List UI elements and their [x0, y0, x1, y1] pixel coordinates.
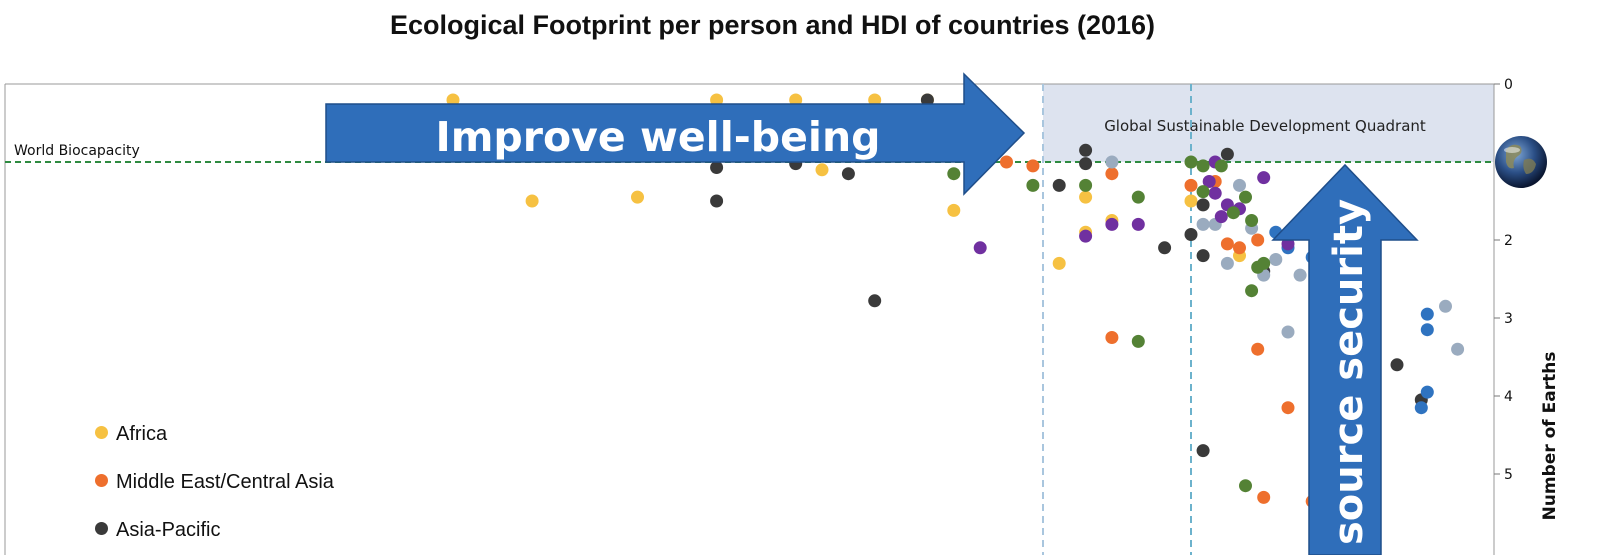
data-point-other-15 [1239, 479, 1252, 493]
data-point-europe-11 [1451, 342, 1465, 356]
data-point-other-10 [1245, 214, 1259, 227]
right-axis-tick-label-0: 0 [1504, 77, 1513, 93]
data-point-asia-pacific-5 [868, 294, 882, 308]
sustainable-quadrant [1043, 84, 1494, 162]
right-axis-tick-label-4: 4 [1504, 389, 1513, 405]
data-point-other-13 [1245, 284, 1259, 298]
data-point-europe-4 [1233, 178, 1246, 192]
data-point-middle-east-central-asia-9 [1251, 342, 1265, 356]
data-point-other-14 [1131, 334, 1145, 348]
data-point-africa-14 [1079, 190, 1093, 204]
data-point-eu-5 [1202, 175, 1216, 188]
data-point-asia-pacific-12 [1196, 198, 1210, 212]
data-point-africa-9 [815, 163, 829, 177]
data-point-middle-east-central-asia-2 [1105, 167, 1119, 181]
data-point-other-2 [1079, 178, 1093, 192]
data-point-eu-2 [1105, 217, 1119, 231]
resource-security-text: source security [1326, 199, 1372, 545]
data-point-eu-6 [1208, 186, 1222, 200]
data-point-asia-pacific-11 [1184, 228, 1198, 241]
data-point-other-4 [1184, 155, 1198, 169]
data-point-middle-east-central-asia-1 [1026, 159, 1040, 173]
right-axis-label: Number of Earths [1540, 352, 1560, 521]
data-point-europe-0 [1105, 155, 1119, 169]
chart-title: Ecological Footprint per person and HDI … [389, 10, 1156, 40]
data-point-middle-east-central-asia-6 [1233, 241, 1246, 255]
data-point-asia-pacific-2 [710, 194, 724, 208]
data-point-north-america-and-latin-america-15 [1420, 385, 1434, 399]
data-point-middle-east-central-asia-7 [1251, 233, 1265, 247]
data-point-asia-pacific-9 [1079, 157, 1093, 171]
data-point-asia-pacific-14 [1220, 147, 1234, 161]
legend-label-africa: Africa [116, 423, 168, 446]
data-point-europe-9 [1293, 268, 1307, 282]
data-point-eu-10 [1257, 171, 1271, 185]
data-point-other-6 [1196, 185, 1210, 199]
legend-label-middle-east: Middle East/Central Asia [116, 471, 334, 494]
data-point-middle-east-central-asia-5 [1220, 237, 1234, 251]
legend-dot-africa [95, 426, 108, 440]
legend-dot-middle-east [95, 474, 108, 488]
data-point-asia-pacific-7 [1052, 178, 1066, 192]
data-point-asia-pacific-8 [1079, 143, 1093, 157]
legend-item-africa: Africa [95, 423, 167, 446]
right-axis-tick-label-2: 2 [1504, 233, 1513, 249]
data-point-middle-east-central-asia-0 [1000, 155, 1013, 169]
data-point-asia-pacific-4 [841, 167, 855, 181]
data-point-other-7 [1214, 159, 1228, 173]
resource-security-arrow: source security [1271, 163, 1419, 555]
earth-globe-icon [1495, 136, 1547, 188]
data-point-asia-pacific-10 [1158, 241, 1172, 255]
data-point-north-america-and-latin-america-13 [1420, 307, 1434, 321]
legend-item-asia-pacific: Asia-Pacific [95, 519, 220, 542]
data-point-north-america-and-latin-america-14 [1420, 323, 1434, 337]
data-point-other-9 [1239, 190, 1252, 204]
data-point-middle-east-central-asia-8 [1105, 331, 1119, 344]
data-point-other-1 [1026, 178, 1040, 192]
data-point-asia-pacific-1 [710, 161, 724, 174]
data-point-europe-8 [1281, 325, 1295, 339]
right-axis-tick-label-5: 5 [1504, 467, 1513, 483]
data-point-europe-3 [1220, 256, 1234, 270]
data-point-other-3 [1131, 190, 1145, 204]
data-point-eu-3 [1131, 217, 1145, 231]
right-axis-tick-label-3: 3 [1504, 311, 1513, 327]
world-biocapacity-label: World Biocapacity [14, 143, 140, 159]
data-point-africa-15 [1184, 194, 1198, 208]
quadrant-label: Global Sustainable Development Quadrant [1104, 117, 1426, 135]
data-point-europe-7 [1269, 253, 1283, 266]
data-point-africa-6 [525, 194, 539, 208]
data-point-europe-1 [1196, 217, 1210, 231]
data-point-europe-10 [1439, 299, 1452, 313]
data-point-middle-east-central-asia-3 [1184, 178, 1198, 192]
legend-dot-asia-pacific [95, 522, 108, 536]
data-point-other-0 [947, 167, 961, 181]
data-point-africa-7 [631, 190, 644, 204]
legend-label-asia-pacific: Asia-Pacific [116, 519, 221, 542]
data-point-eu-7 [1214, 210, 1228, 224]
data-point-africa-10 [947, 203, 961, 217]
data-point-other-8 [1226, 206, 1240, 220]
right-axis: 0 2 3 4 5 [1494, 77, 1513, 483]
data-point-other-5 [1196, 159, 1210, 173]
data-point-asia-pacific-15 [1196, 444, 1210, 458]
data-point-africa-11 [1052, 256, 1066, 270]
data-point-eu-0 [973, 241, 987, 255]
legend-item-middle-east: Middle East/Central Asia [95, 471, 334, 494]
data-point-north-america-and-latin-america-16 [1414, 401, 1428, 415]
data-point-asia-pacific-17 [1390, 358, 1404, 372]
data-point-middle-east-central-asia-11 [1257, 490, 1271, 504]
data-point-other-12 [1257, 256, 1271, 270]
improve-wellbeing-text: Improve well-being [435, 113, 880, 161]
data-point-asia-pacific-13 [1196, 249, 1210, 263]
data-point-middle-east-central-asia-10 [1281, 401, 1295, 415]
improve-wellbeing-arrow: Improve well-being [325, 72, 1026, 196]
data-point-eu-1 [1079, 229, 1093, 243]
